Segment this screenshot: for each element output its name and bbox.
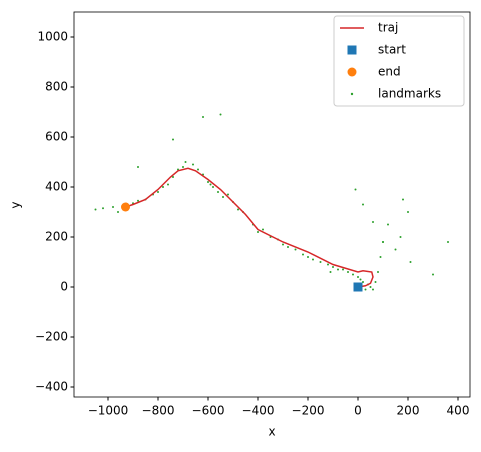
x-tick-label: 0 xyxy=(354,404,362,418)
landmark xyxy=(117,211,119,213)
x-tick-label: 200 xyxy=(397,404,420,418)
landmark xyxy=(222,196,224,198)
landmark xyxy=(217,191,219,193)
trajectory-line xyxy=(125,167,374,288)
landmark xyxy=(329,271,332,273)
landmark xyxy=(432,273,434,276)
landmark xyxy=(294,248,297,251)
landmark xyxy=(209,183,212,186)
landmark xyxy=(382,241,384,243)
y-tick-label: 0 xyxy=(60,280,68,294)
legend-handle xyxy=(347,45,357,55)
x-tick-label: −1000 xyxy=(88,404,129,418)
landmark xyxy=(369,286,372,288)
landmark xyxy=(212,186,214,188)
landmark xyxy=(157,191,159,193)
plot-frame xyxy=(73,11,471,398)
landmark xyxy=(207,181,209,183)
landmark xyxy=(342,268,344,271)
landmark xyxy=(197,168,199,171)
landmark xyxy=(219,113,222,116)
landmark xyxy=(162,186,164,188)
landmark xyxy=(364,288,367,291)
landmark xyxy=(287,246,289,248)
landmark xyxy=(374,281,377,283)
landmark xyxy=(257,231,259,233)
legend-label: end xyxy=(378,65,401,79)
y-tick-label: −200 xyxy=(35,330,68,344)
landmark xyxy=(387,223,389,226)
landmark xyxy=(172,176,174,178)
landmark xyxy=(137,199,139,202)
y-tick-label: 200 xyxy=(45,230,68,244)
landmark xyxy=(332,266,334,268)
y-tick-label: 800 xyxy=(45,80,68,94)
landmark xyxy=(352,273,354,276)
x-axis-label: x xyxy=(268,425,275,439)
landmark xyxy=(354,188,357,191)
end-marker xyxy=(121,202,130,212)
x-tick-label: −200 xyxy=(292,404,325,418)
landmark xyxy=(319,261,322,263)
landmark xyxy=(112,206,114,208)
landmark xyxy=(262,228,264,231)
landmark xyxy=(372,221,374,223)
landmark xyxy=(182,166,184,168)
landmark xyxy=(184,161,187,163)
landmark xyxy=(337,268,339,271)
landmark xyxy=(372,288,374,291)
x-tick-label: −400 xyxy=(242,404,275,418)
y-tick-label: 400 xyxy=(45,180,68,194)
landmark xyxy=(402,198,404,201)
landmark xyxy=(347,271,349,273)
landmark xyxy=(394,248,397,251)
landmark xyxy=(357,276,359,278)
legend-label: traj xyxy=(378,21,398,35)
legend-handle xyxy=(350,92,354,96)
x-tick-label: −600 xyxy=(192,404,225,418)
y-tick-label: 600 xyxy=(45,130,68,144)
x-tick-label: −800 xyxy=(142,404,175,418)
legend-label: start xyxy=(378,43,406,57)
y-tick-label: −400 xyxy=(35,380,68,394)
legend-box xyxy=(333,15,465,107)
landmark xyxy=(237,208,239,211)
start-marker xyxy=(353,282,363,292)
landmark xyxy=(94,208,97,211)
x-tick-label: 400 xyxy=(447,404,470,418)
y-axis-label: y xyxy=(9,201,23,208)
landmark xyxy=(409,261,412,263)
landmark xyxy=(379,256,382,258)
landmark xyxy=(377,271,379,273)
landmark xyxy=(167,183,169,186)
landmark xyxy=(192,163,194,166)
landmark xyxy=(447,241,449,243)
landmark xyxy=(327,263,329,266)
landmark xyxy=(202,116,204,118)
landmark xyxy=(102,207,104,210)
legend-label: landmarks xyxy=(378,87,441,101)
landmark xyxy=(312,258,314,261)
landmark xyxy=(227,193,229,196)
landmark xyxy=(307,256,309,258)
landmark xyxy=(399,236,402,238)
landmark xyxy=(282,243,284,246)
landmark xyxy=(302,253,304,256)
landmark xyxy=(359,278,362,281)
landmark xyxy=(172,138,174,141)
legend-handle xyxy=(347,67,357,77)
y-tick-label: 1000 xyxy=(37,30,68,44)
landmark xyxy=(137,166,139,168)
landmark xyxy=(362,203,364,206)
landmark xyxy=(407,211,409,213)
